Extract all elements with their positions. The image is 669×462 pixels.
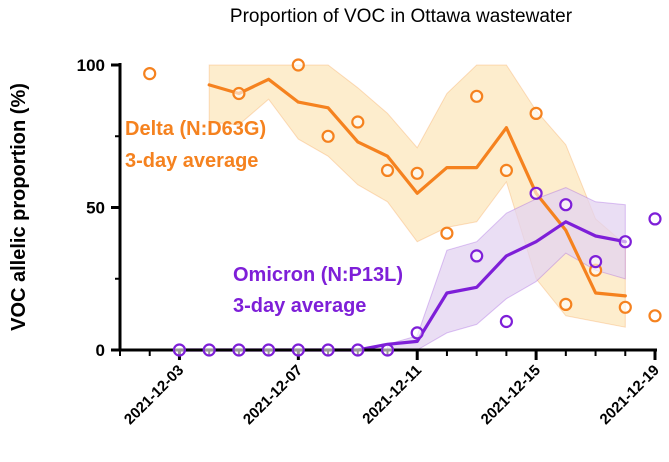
delta-data-point [499, 163, 513, 177]
omicron-data-point [529, 186, 543, 200]
x-tick-label: 2021-12-19 [597, 362, 663, 428]
omicron-data-point [321, 343, 335, 357]
y-tick-label: 50 [86, 199, 105, 218]
omicron-data-point [499, 314, 513, 329]
delta-data-point [380, 163, 395, 177]
omicron-data-point [291, 343, 305, 357]
delta-data-point [351, 115, 365, 129]
y-axis-label: VOC allelic proportion (%) [8, 83, 30, 331]
delta-data-point [291, 58, 305, 72]
x-tick-label: 2021-12-07 [240, 362, 306, 428]
omicron-annotation-line2: 3-day average [233, 295, 366, 317]
omicron-data-point [588, 255, 603, 269]
delta-data-point [410, 166, 424, 180]
delta-data-point [470, 89, 484, 103]
y-tick-label: 100 [77, 56, 105, 75]
omicron-data-point [172, 343, 186, 357]
delta-data-point [232, 86, 246, 101]
x-tick-label: 2021-12-03 [121, 362, 187, 428]
omicron-data-point [559, 198, 573, 212]
omicron-data-point [410, 326, 424, 340]
delta-data-point [618, 300, 632, 314]
chart-title: Proportion of VOC in Ottawa wastewater [230, 6, 573, 27]
omicron-data-point [648, 212, 662, 226]
x-tick-label: 2021-12-11 [359, 362, 425, 428]
omicron-annotation-line1: Omicron (N:P13L) [233, 264, 403, 286]
omicron-data-point [470, 249, 484, 263]
delta-data-point [143, 66, 157, 81]
x-tick-label: 2021-12-15 [478, 362, 544, 428]
data-points [143, 58, 662, 357]
delta-data-point [321, 129, 335, 143]
delta-data-point [440, 226, 454, 240]
omicron-data-point [202, 343, 216, 357]
delta-annotation-line1: Delta (N:D63G) [125, 118, 266, 140]
delta-data-point [648, 309, 662, 323]
delta-confidence-band [208, 64, 626, 328]
omicron-data-point [351, 343, 365, 357]
annotations: Delta (N:D63G) 3-day average Omicron (N:… [125, 118, 403, 317]
delta-annotation-line2: 3-day average [125, 150, 258, 172]
delta-data-point [529, 106, 543, 121]
omicron-data-point [232, 343, 246, 357]
omicron-data-point [262, 343, 276, 357]
delta-data-point [559, 297, 573, 311]
delta-average-line [207, 77, 627, 298]
omicron-data-point [618, 235, 632, 249]
y-tick-label: 0 [96, 341, 105, 360]
omicron-data-point [380, 343, 395, 357]
